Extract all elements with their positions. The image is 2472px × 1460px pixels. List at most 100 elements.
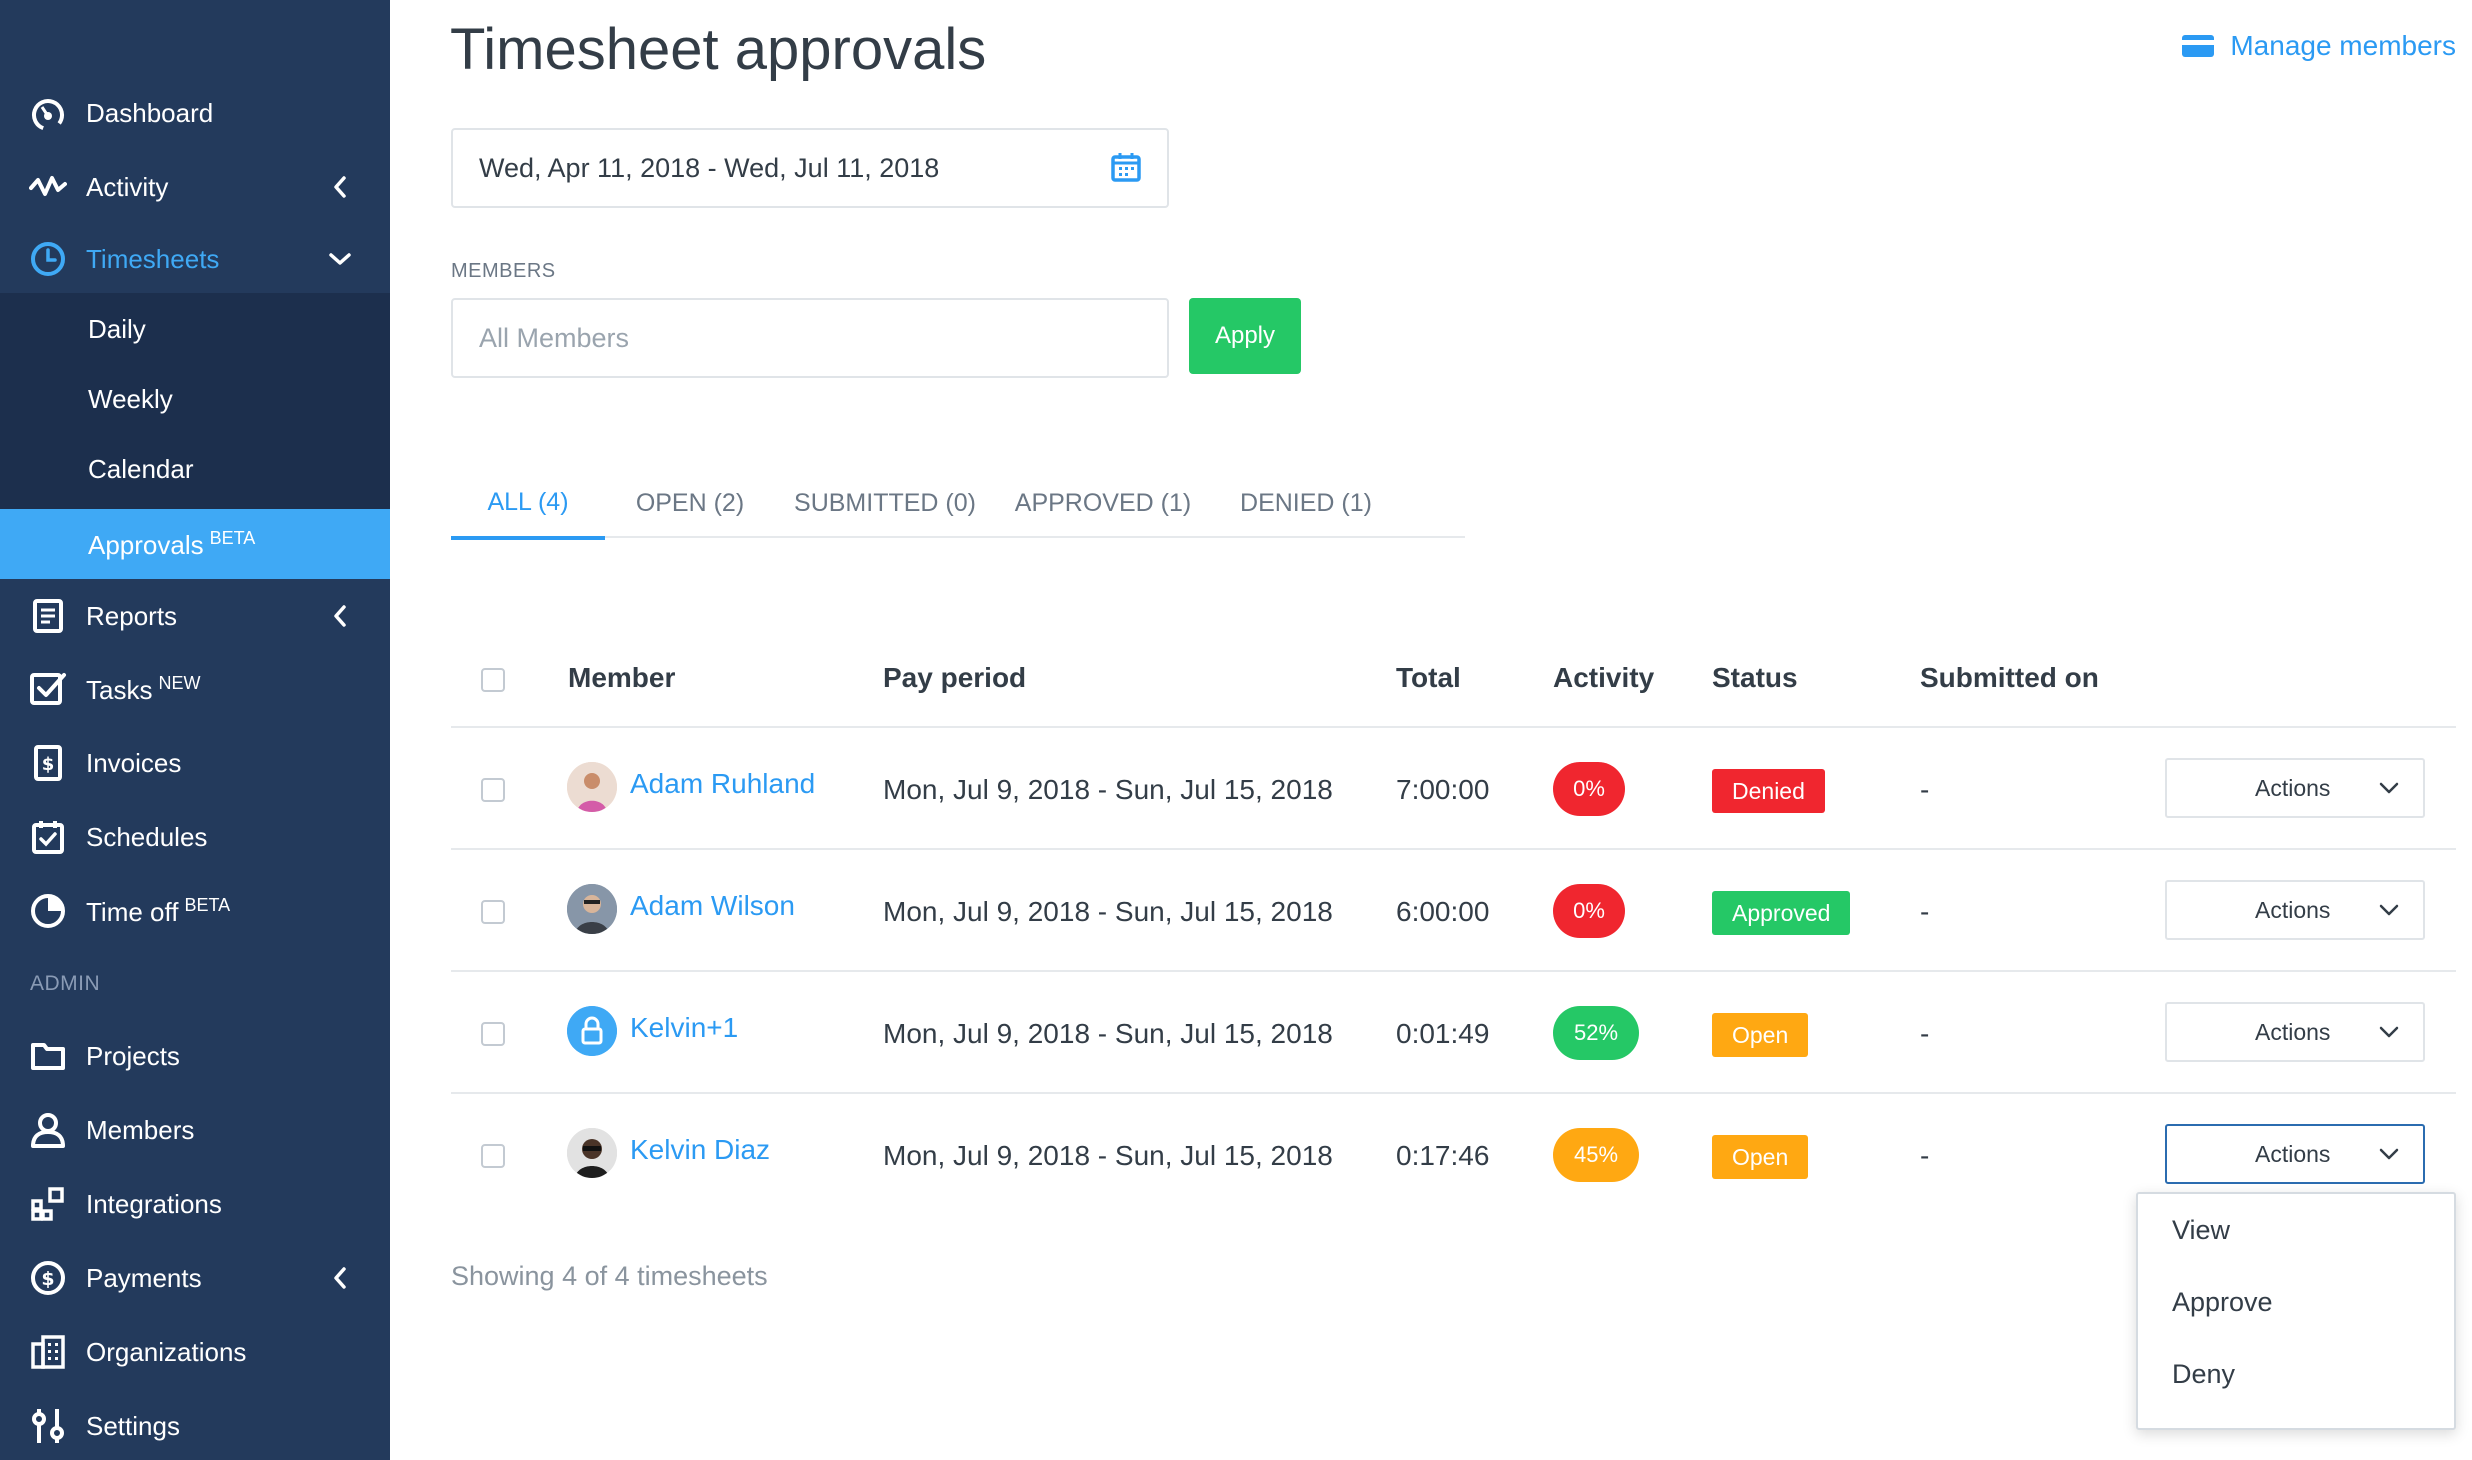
beta-badge: BETA (184, 894, 231, 915)
chevron-down-icon (2377, 776, 2401, 800)
pay-period: Mon, Jul 9, 2018 - Sun, Jul 15, 2018 (883, 1140, 1333, 1171)
status-tabs: ALL (4) OPEN (2) SUBMITTED (0) APPROVED … (451, 468, 1465, 540)
members-filter-input[interactable] (451, 298, 1169, 378)
table-row: Kelvin+1 Mon, Jul 9, 2018 - Sun, Jul 15,… (451, 972, 2456, 1094)
actions-dropdown-button[interactable]: Actions (2165, 758, 2425, 818)
member-name-link[interactable]: Kelvin+1 (630, 1012, 739, 1043)
pay-period: Mon, Jul 9, 2018 - Sun, Jul 15, 2018 (883, 1018, 1333, 1049)
calendar-check-icon (28, 817, 68, 857)
invoice-icon: $ (28, 743, 68, 783)
tab-all[interactable]: ALL (4) (451, 468, 605, 540)
column-header-pay-period: Pay period (883, 662, 1027, 693)
menu-item-approve[interactable]: Approve (2172, 1286, 2273, 1317)
column-header-total: Total (1396, 662, 1461, 693)
checkbox-icon (28, 669, 68, 709)
sidebar: Dashboard Activity Timesheets Daily Week… (0, 0, 390, 1460)
lock-icon (567, 1006, 617, 1056)
sidebar-item-label: Settings (86, 1410, 180, 1441)
sidebar-item-label: Reports (86, 600, 178, 631)
svg-text:$: $ (42, 754, 55, 775)
activity-badge: 52% (1553, 1006, 1639, 1060)
actions-label: Actions (2255, 1140, 2331, 1167)
actions-label: Actions (2255, 774, 2331, 801)
tab-open[interactable]: OPEN (2) (635, 488, 745, 517)
page-title: Timesheet approvals (450, 17, 987, 82)
chevron-down-icon (2377, 1020, 2401, 1044)
chevron-left-icon (326, 1264, 354, 1292)
sidebar-item-label: Activity (86, 171, 169, 202)
manage-members-link[interactable]: Manage members (2182, 30, 2456, 62)
sidebar-item-invoices[interactable]: $ Invoices (0, 726, 390, 800)
member-name-link[interactable]: Adam Ruhland (630, 768, 816, 799)
sidebar-item-label: Time off (86, 896, 179, 927)
avatar (567, 1128, 617, 1178)
tab-denied[interactable]: DENIED (1) (1240, 488, 1372, 517)
menu-item-deny[interactable]: Deny (2172, 1358, 2236, 1389)
sidebar-item-projects[interactable]: Projects (0, 1019, 390, 1093)
sidebar-item-payments[interactable]: $ Payments (0, 1241, 390, 1315)
svg-text:$: $ (41, 1268, 54, 1290)
sidebar-item-label: Timesheets (86, 243, 220, 274)
sidebar-subitem-calendar[interactable]: Calendar (0, 434, 390, 504)
sidebar-subitem-label: Calendar (88, 453, 194, 484)
actions-dropdown-button[interactable]: Actions (2165, 880, 2425, 940)
table-row: Adam Ruhland Mon, Jul 9, 2018 - Sun, Jul… (451, 728, 2456, 850)
row-checkbox[interactable] (481, 1144, 505, 1168)
member-name-link[interactable]: Kelvin Diaz (630, 1134, 771, 1165)
column-header-activity: Activity (1553, 662, 1655, 693)
menu-item-view[interactable]: View (2172, 1214, 2231, 1245)
date-range-picker[interactable]: Wed, Apr 11, 2018 - Wed, Jul 11, 2018 (451, 128, 1169, 208)
sidebar-item-timesheets[interactable]: Timesheets (0, 222, 390, 296)
sidebar-item-tasks[interactable]: Tasks NEW (0, 652, 390, 726)
sidebar-item-time-off[interactable]: Time off BETA (0, 874, 390, 948)
sidebar-subitem-daily[interactable]: Daily (0, 294, 390, 364)
chevron-left-icon (326, 602, 354, 630)
sidebar-item-label: Projects (86, 1040, 180, 1071)
sidebar-item-label: Tasks (86, 674, 153, 705)
apply-button[interactable]: Apply (1189, 298, 1301, 374)
sidebar-item-integrations[interactable]: Integrations (0, 1167, 390, 1241)
status-badge: Open (1712, 1135, 1809, 1179)
sidebar-subitem-approvals[interactable]: Approvals BETA (0, 509, 390, 579)
chevron-down-icon (2377, 898, 2401, 922)
sidebar-item-activity[interactable]: Activity (0, 150, 390, 224)
new-badge: NEW (158, 672, 201, 693)
submitted-on: - (1920, 896, 1930, 927)
sidebar-item-schedules[interactable]: Schedules (0, 800, 390, 874)
select-all-checkbox[interactable] (481, 668, 505, 692)
timesheets-subnav: Daily Weekly Calendar Approvals BETA (0, 293, 390, 579)
sidebar-item-organizations[interactable]: Organizations (0, 1315, 390, 1389)
sidebar-subitem-label: Daily (88, 313, 146, 344)
status-badge: Approved (1712, 891, 1851, 935)
row-checkbox[interactable] (481, 900, 505, 924)
date-range-value: Wed, Apr 11, 2018 - Wed, Jul 11, 2018 (479, 152, 940, 183)
activity-badge: 45% (1553, 1128, 1639, 1182)
sidebar-subitem-weekly[interactable]: Weekly (0, 364, 390, 434)
sliders-icon (28, 1406, 68, 1446)
pie-icon (28, 891, 68, 931)
sidebar-item-reports[interactable]: Reports (0, 579, 390, 653)
sidebar-item-settings[interactable]: Settings (0, 1389, 390, 1460)
actions-dropdown-button[interactable]: Actions (2165, 1002, 2425, 1062)
tab-approved[interactable]: APPROVED (1) (1014, 488, 1192, 517)
avatar (567, 884, 617, 934)
row-checkbox[interactable] (481, 1022, 505, 1046)
chevron-left-icon (326, 173, 354, 201)
members-filter-label: MEMBERS (451, 260, 556, 282)
clock-icon (28, 239, 68, 279)
total-time: 7:00:00 (1396, 774, 1490, 805)
status-badge: Denied (1712, 769, 1825, 813)
avatar (567, 1006, 617, 1056)
sidebar-item-members[interactable]: Members (0, 1093, 390, 1167)
table-header: Member Pay period Total Activity Status … (451, 630, 2456, 728)
tab-submitted[interactable]: SUBMITTED (0) (794, 488, 976, 517)
sidebar-item-dashboard[interactable]: Dashboard (0, 76, 390, 150)
table-row: Kelvin Diaz Mon, Jul 9, 2018 - Sun, Jul … (451, 1094, 2456, 1216)
column-header-submitted-on: Submitted on (1920, 662, 2099, 693)
pay-period: Mon, Jul 9, 2018 - Sun, Jul 15, 2018 (883, 774, 1333, 805)
calendar-icon (1111, 152, 1143, 184)
row-checkbox[interactable] (481, 778, 505, 802)
member-name-link[interactable]: Adam Wilson (630, 890, 795, 921)
status-badge: Open (1712, 1013, 1809, 1057)
actions-dropdown-button[interactable]: Actions (2165, 1124, 2425, 1184)
